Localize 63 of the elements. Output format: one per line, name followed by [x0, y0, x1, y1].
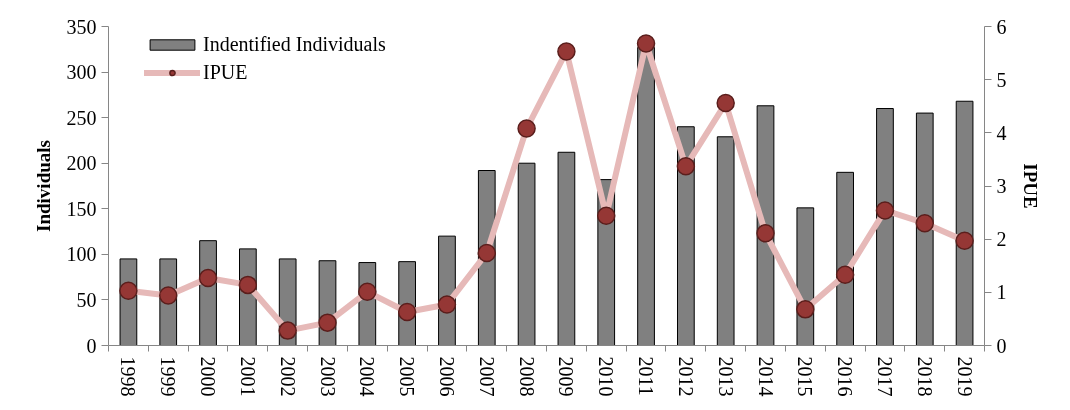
x-tick-label: 2017 — [873, 356, 896, 397]
y2-tick-label: 4 — [996, 121, 1007, 144]
point — [915, 213, 935, 233]
legend-label: Indentified Individuals — [203, 32, 386, 56]
legend-label: IPUE — [203, 60, 248, 84]
point — [955, 231, 974, 250]
x-tick-label: 2008 — [515, 356, 538, 397]
x-tick-label: 2001 — [236, 356, 259, 397]
point — [238, 275, 258, 295]
x-tick-label: 2005 — [396, 356, 419, 397]
y-tick-label: 300 — [66, 61, 97, 84]
y2-tick-label: 3 — [996, 175, 1007, 197]
x-tick-label: 2003 — [316, 356, 339, 397]
point — [437, 295, 457, 314]
y-tick-label: 350 — [66, 15, 97, 38]
y2-tick-label: 1 — [996, 281, 1007, 304]
point — [397, 302, 417, 322]
point — [835, 265, 855, 285]
point — [636, 34, 656, 53]
point — [358, 282, 377, 302]
x-tick-label: 2012 — [674, 356, 697, 397]
point — [596, 206, 616, 226]
y-tick-label: 50 — [76, 288, 97, 311]
x-tick-label: 2019 — [953, 356, 976, 397]
x-tick-label: 2009 — [555, 356, 578, 397]
point — [875, 201, 895, 220]
y2-tick-label: 2 — [996, 228, 1007, 251]
x-tick-label: 2016 — [834, 356, 857, 397]
y2-tick-label: 0 — [996, 334, 1007, 357]
x-tick-label: 2002 — [276, 356, 299, 397]
y2-tick-label: 5 — [996, 68, 1007, 91]
x-tick-label: 2010 — [595, 356, 618, 397]
y-tick-label: 100 — [66, 243, 97, 266]
point — [517, 119, 536, 138]
y-tick-label: 150 — [66, 197, 97, 220]
point — [158, 286, 178, 305]
x-tick-label: 2011 — [635, 356, 658, 396]
y-tick-label: 200 — [66, 152, 97, 175]
x-tick-label: 1999 — [157, 356, 180, 397]
x-tick-label: 2006 — [435, 356, 458, 397]
point — [278, 321, 297, 340]
point — [119, 281, 138, 300]
point — [198, 268, 218, 288]
x-tick-label: 2007 — [475, 356, 498, 397]
x-tick-label: 2015 — [794, 356, 817, 397]
x-tick-label: 2018 — [913, 356, 936, 397]
point — [318, 313, 337, 332]
y2-axis-title: IPUE — [1019, 163, 1041, 209]
point — [796, 300, 815, 319]
x-tick-label: 2014 — [754, 356, 777, 397]
point — [676, 157, 696, 176]
point — [716, 93, 735, 113]
x-tick-label: 2000 — [197, 356, 220, 397]
y-tick-label: 250 — [66, 106, 97, 129]
y-tick-label: 0 — [86, 334, 97, 357]
x-tick-label: 2013 — [714, 356, 737, 397]
point — [756, 224, 775, 243]
x-tick-label: 1998 — [117, 356, 140, 397]
point — [557, 42, 576, 61]
y-axis-title: Individuals — [32, 140, 54, 232]
x-tick-label: 2004 — [356, 356, 379, 397]
y2-tick-label: 6 — [996, 15, 1007, 38]
point — [477, 243, 497, 263]
